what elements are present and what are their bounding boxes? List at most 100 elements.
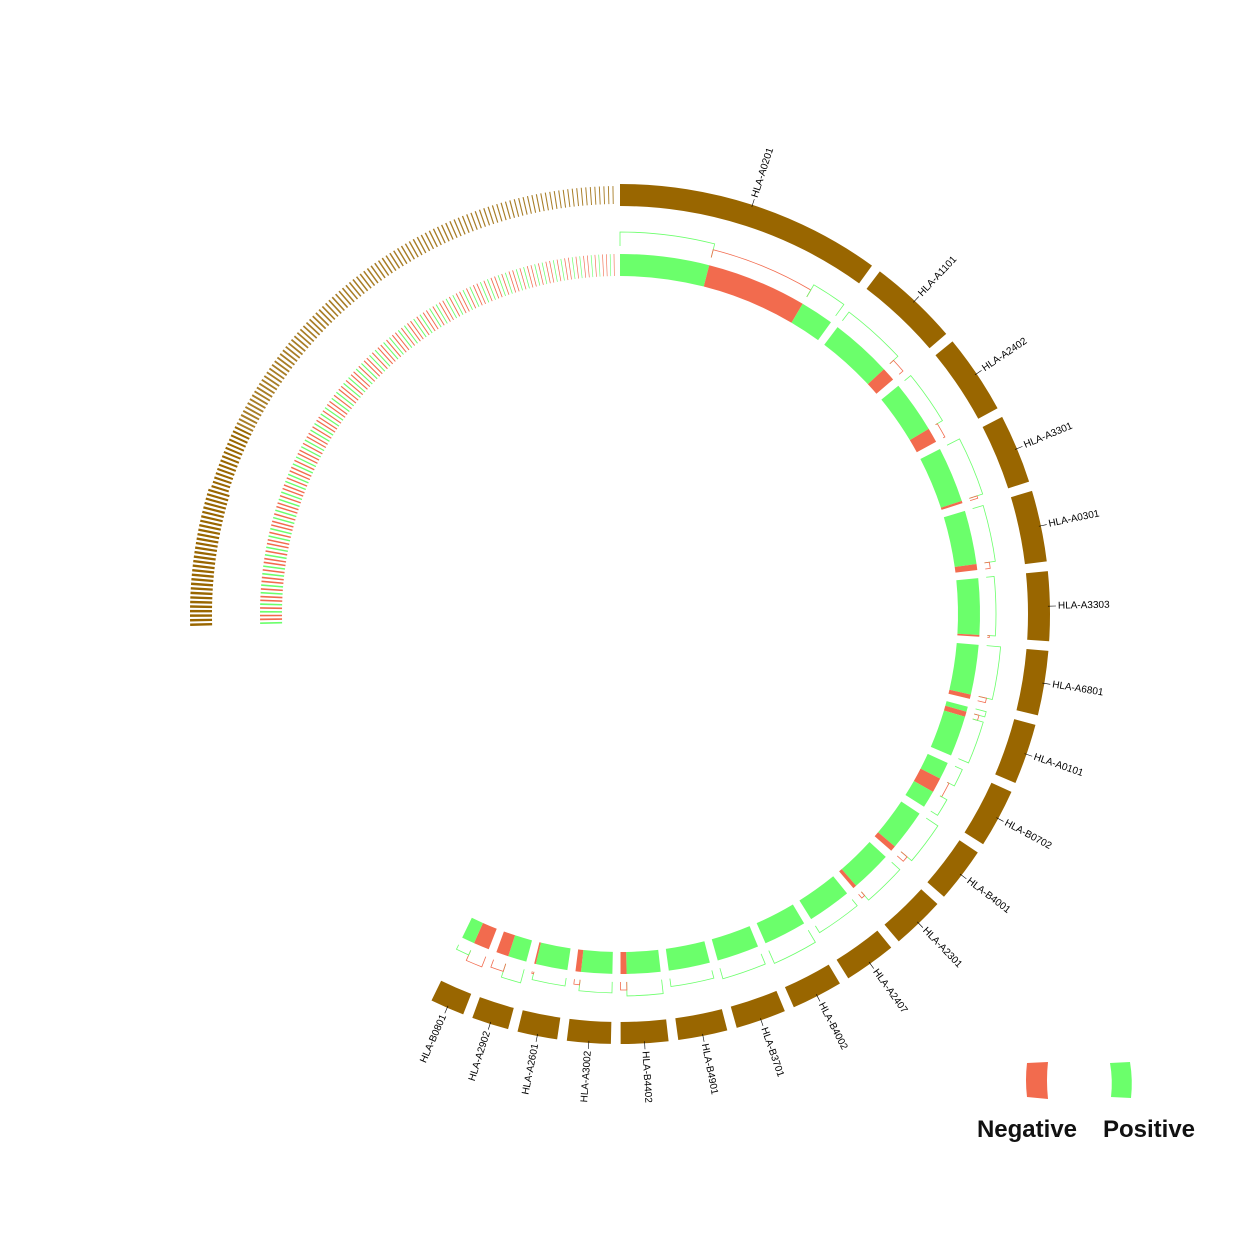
- minor-status-segment: [545, 261, 551, 284]
- minor-allele-band: [445, 222, 454, 240]
- histogram-outline-hla-a2601-0: [531, 971, 567, 987]
- minor-allele-band: [518, 198, 524, 216]
- minor-allele-band: [190, 618, 213, 622]
- minor-allele-band: [412, 238, 423, 256]
- minor-status-segment: [432, 306, 445, 326]
- status-segment-hla-a2407-0: [799, 876, 848, 920]
- histogram-outline-hla-a0201-0: [619, 231, 716, 258]
- minor-allele-band: [193, 555, 216, 561]
- minor-allele-band: [190, 600, 213, 604]
- label-tick-hla-a2601: [535, 1033, 538, 1042]
- minor-status-segment: [479, 282, 490, 303]
- minor-allele-band: [424, 232, 435, 250]
- status-segment-hla-b4002-0: [756, 904, 805, 944]
- allele-band-hla-a0201: [620, 184, 872, 284]
- label-tick-hla-b4002: [816, 994, 821, 1002]
- histogram-outline-hla-a2902-0: [500, 963, 525, 984]
- minor-allele-band: [254, 390, 271, 402]
- minor-allele-band: [576, 188, 580, 207]
- minor-status-segment: [476, 283, 486, 305]
- minor-allele-band: [193, 559, 216, 565]
- minor-status-segment: [413, 318, 427, 338]
- minor-status-segment: [306, 436, 327, 449]
- minor-allele-band: [211, 485, 230, 493]
- histogram-outline-hla-a2902-1: [490, 959, 507, 972]
- allele-band-hla-a3301: [982, 416, 1030, 489]
- allele-band-hla-b0702: [964, 782, 1012, 845]
- status-segment-hla-a2902-1: [496, 931, 516, 957]
- histogram-outline-hla-a1101-1: [889, 359, 904, 375]
- minor-status-segment: [267, 539, 290, 546]
- minor-status-segment: [314, 422, 334, 436]
- minor-allele-band: [389, 252, 401, 269]
- status-segment-hla-b3701-0: [711, 926, 759, 961]
- minor-status-segment: [302, 442, 323, 455]
- minor-status-segment: [369, 355, 386, 372]
- minor-status-segment: [348, 377, 366, 393]
- minor-status-segment: [286, 477, 308, 487]
- allele-label-hla-a3002: HLA-A3002: [579, 1050, 594, 1103]
- minor-allele-band: [348, 281, 362, 297]
- minor-allele-band: [221, 455, 240, 464]
- minor-allele-band: [393, 250, 404, 267]
- minor-status-segment: [292, 463, 314, 474]
- minor-status-segment: [419, 314, 433, 334]
- minor-allele-band: [483, 208, 491, 226]
- minor-status-segment: [459, 291, 470, 312]
- minor-status-segment: [504, 272, 513, 294]
- minor-allele-band: [203, 506, 226, 514]
- minor-status-segment: [260, 614, 283, 617]
- status-segment-hla-b4402-0: [626, 949, 661, 974]
- minor-allele-band: [240, 414, 258, 425]
- minor-status-segment: [494, 276, 503, 298]
- minor-status-segment: [526, 266, 534, 288]
- minor-status-segment: [438, 302, 451, 322]
- minor-allele-band: [359, 273, 372, 289]
- minor-status-segment: [277, 502, 299, 511]
- allele-label-hla-a0301: HLA-A0301: [1048, 508, 1101, 529]
- minor-allele-band: [194, 546, 218, 553]
- minor-allele-band: [466, 214, 474, 232]
- allele-label-hla-a2601: HLA-A2601: [520, 1042, 541, 1095]
- minor-status-segment: [422, 312, 436, 332]
- allele-band-hla-b0801: [431, 980, 472, 1015]
- minor-status-segment: [299, 449, 320, 461]
- minor-allele-band: [234, 426, 252, 436]
- minor-status-segment: [312, 426, 332, 439]
- minor-allele-band: [567, 189, 571, 208]
- minor-status-segment: [260, 621, 283, 625]
- minor-status-segment: [583, 255, 587, 278]
- minor-allele-band: [217, 467, 235, 476]
- legend-negative-swatch: [1026, 1062, 1048, 1099]
- histogram-outline-hla-a2601-1: [531, 971, 535, 975]
- label-tick-hla-a6801: [1042, 682, 1051, 685]
- histogram-outline-hla-b0702-0: [947, 765, 963, 787]
- minor-allele-band: [470, 212, 478, 230]
- minor-allele-band: [400, 245, 412, 262]
- minor-status-segment: [586, 255, 590, 278]
- minor-status-segment: [541, 262, 548, 285]
- status-segment-hla-a3303-1: [957, 633, 980, 637]
- minor-status-segment: [537, 263, 544, 285]
- minor-status-segment: [363, 360, 381, 377]
- minor-status-segment: [262, 569, 285, 574]
- minor-status-segment: [260, 599, 283, 602]
- minor-status-segment: [260, 618, 283, 621]
- minor-allele-band: [276, 356, 293, 369]
- status-track: [260, 254, 981, 974]
- minor-status-segment: [287, 473, 309, 484]
- minor-allele-band: [190, 587, 213, 591]
- minor-allele-band: [325, 302, 339, 317]
- minor-status-segment: [416, 316, 430, 336]
- minor-status-segment: [297, 452, 318, 464]
- allele-label-hla-b4002: HLA-B4002: [816, 1001, 850, 1052]
- allele-band-hla-b4402: [620, 1019, 669, 1044]
- histogram-outline-hla-a0101-2: [958, 718, 984, 764]
- minor-allele-band: [589, 187, 592, 206]
- minor-allele-band: [202, 510, 224, 519]
- minor-allele-band: [461, 215, 470, 233]
- minor-status-segment: [606, 254, 608, 277]
- minor-allele-band: [531, 195, 537, 213]
- minor-status-segment: [523, 267, 530, 289]
